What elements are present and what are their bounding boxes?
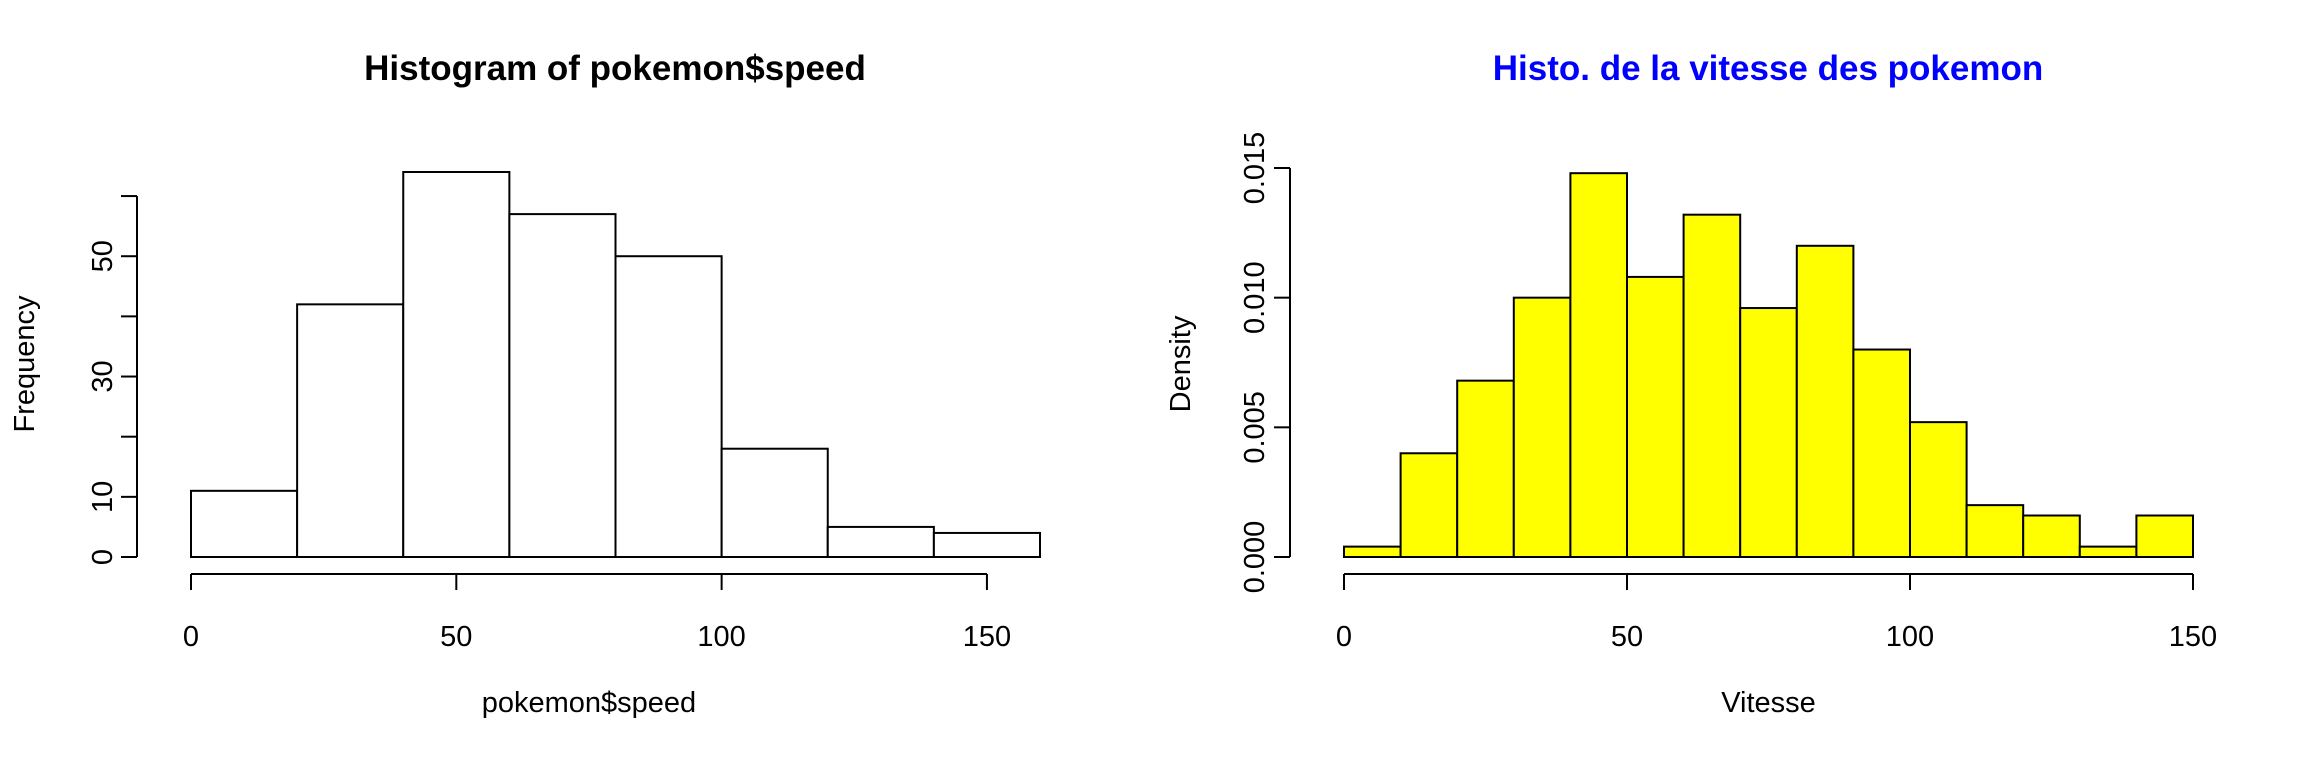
x-axis-label: pokemon$speed	[482, 687, 696, 719]
x-tick-label: 0	[183, 621, 199, 653]
histogram-bar	[1795, 244, 1855, 559]
histogram-bar	[1399, 452, 1459, 558]
histogram-bar	[1909, 421, 1968, 558]
x-axis-label: Vitesse	[1721, 687, 1816, 719]
histogram-bar	[1965, 504, 2025, 558]
x-tick-label: 150	[2169, 621, 2217, 653]
histogram-bar	[1626, 275, 1685, 558]
histogram-bar	[720, 447, 829, 558]
histogram-bar	[1343, 545, 1402, 558]
histogram-bar	[932, 531, 1041, 558]
histogram-bar	[508, 213, 617, 558]
x-tick-label: 100	[697, 621, 745, 653]
y-tick-label: 50	[87, 240, 119, 272]
histogram-bar	[614, 255, 723, 558]
chart-title: Histo. de la vitesse des pokemon	[1493, 49, 2043, 88]
histogram-bar	[2078, 545, 2138, 558]
chart-panel-2: Histo. de la vitesse des pokemon 0 50 100 15…	[1165, 49, 2217, 719]
chart-title: Histogram of pokemon$speed	[364, 49, 866, 88]
y-tick-label: 0.000	[1239, 521, 1271, 594]
y-tick-label: 0.010	[1239, 261, 1271, 334]
y-tick-label: 0.015	[1239, 132, 1271, 205]
histogram-bar	[1852, 348, 1912, 558]
histogram-bar	[1682, 213, 1742, 558]
histogram-bar	[2135, 514, 2194, 558]
histogram-bar	[1739, 307, 1798, 559]
x-tick-label: 50	[1611, 621, 1643, 653]
x-tick-label: 0	[1336, 621, 1352, 653]
y-tick-label: 0	[87, 549, 119, 565]
y-axis-label: Frequency	[9, 295, 41, 433]
y-tick-label: 10	[87, 481, 119, 513]
y-tick-label: 0.005	[1239, 391, 1271, 464]
x-tick-label: 150	[963, 621, 1011, 653]
histogram-bar	[1569, 172, 1629, 558]
histogram-bar	[1512, 296, 1572, 558]
histogram-bar	[1456, 379, 1515, 558]
histogram-bar	[826, 525, 935, 558]
y-axis-label: Density	[1165, 315, 1197, 412]
histogram-bar	[2022, 514, 2081, 558]
histogram-bar	[402, 171, 511, 558]
x-tick-label: 100	[1886, 621, 1934, 653]
histogram-bar	[190, 489, 299, 558]
y-tick-label: 30	[87, 360, 119, 392]
x-tick-label: 50	[440, 621, 472, 653]
histogram-bar	[296, 303, 405, 558]
